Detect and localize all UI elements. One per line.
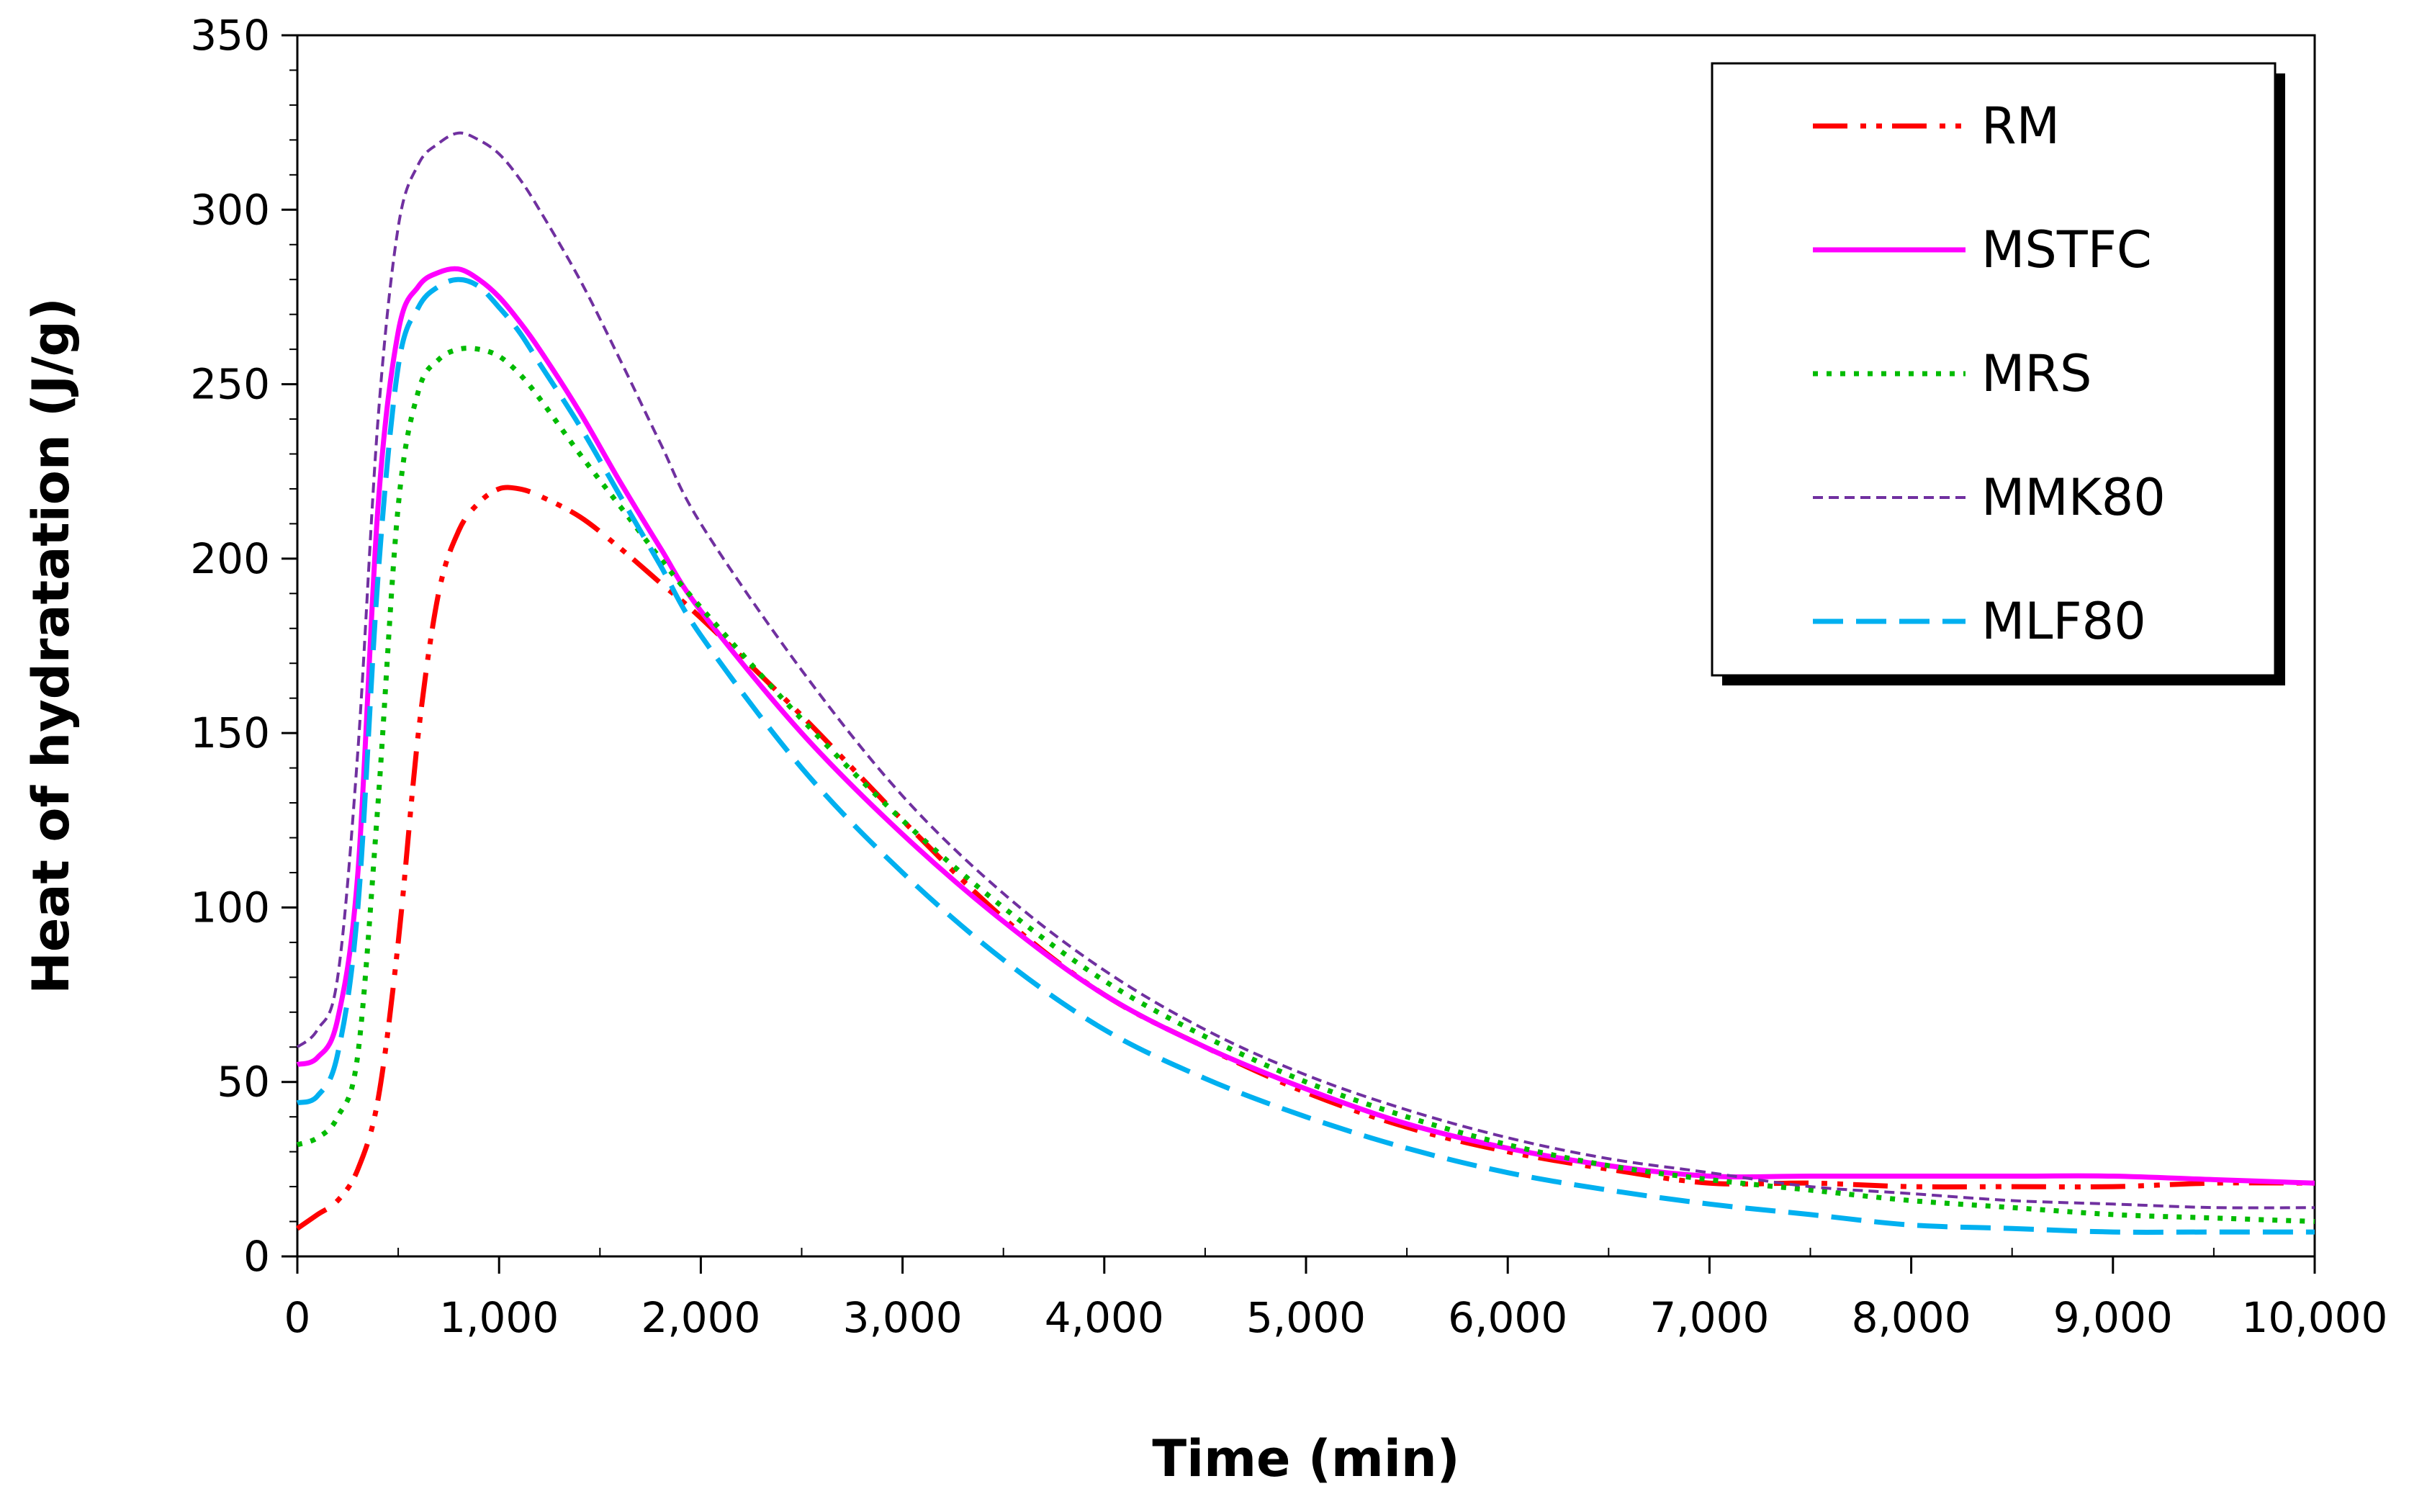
series-line-mstfc [296,266,2315,1186]
legend-box [1711,62,2277,677]
y-tick-label: 100 [190,883,270,932]
y-tick-label: 50 [217,1058,270,1107]
y-tick-label: 350 [190,11,270,60]
x-tick-label: 4,000 [1045,1293,1164,1342]
legend-label-mrs: MRS [1981,344,2091,403]
legend-label-rm: RM [1981,96,2060,156]
x-tick-label: 1,000 [439,1293,559,1342]
y-axis-title: Heat of hydratation (J/g) [22,297,81,994]
x-tick-label: 6,000 [1448,1293,1567,1342]
legend-label-mstfc: MSTFC [1981,220,2152,279]
axes-layer: 0 50 100 150 200 250 300 350 0 1,000 2,000 3,000 4,0… [190,11,2387,1342]
y-tick-label: 150 [190,708,270,757]
y-tick-label: 0 [243,1232,270,1281]
legend-label-mlf80: MLF80 [1981,592,2146,651]
x-tick-label: 7,000 [1649,1293,1769,1342]
x-tick-label: 10,000 [2242,1293,2388,1342]
x-tick-label: 0 [284,1293,311,1342]
legend-label-mmk80: MMK80 [1981,468,2166,527]
y-tick-label: 250 [190,360,270,409]
x-tick-label: 2,000 [641,1293,760,1342]
x-tick-label: 8,000 [1852,1293,1971,1342]
x-tick-label: 3,000 [843,1293,963,1342]
legend: RM MSTFC MRS MMK80 MLF80 [1711,62,2285,685]
series-layer [296,131,2315,1235]
x-tick-label: 9,000 [2053,1293,2173,1342]
series-line-mrs [296,346,2315,1224]
y-tick-label: 300 [190,185,270,234]
x-axis-title: Time (min) [1152,1429,1459,1488]
series-line-rm [296,485,2315,1231]
series-line-mlf80 [296,276,2315,1235]
series-line-mmk80 [296,131,2315,1210]
x-tick-label: 5,000 [1246,1293,1366,1342]
y-tick-label: 200 [190,534,270,583]
